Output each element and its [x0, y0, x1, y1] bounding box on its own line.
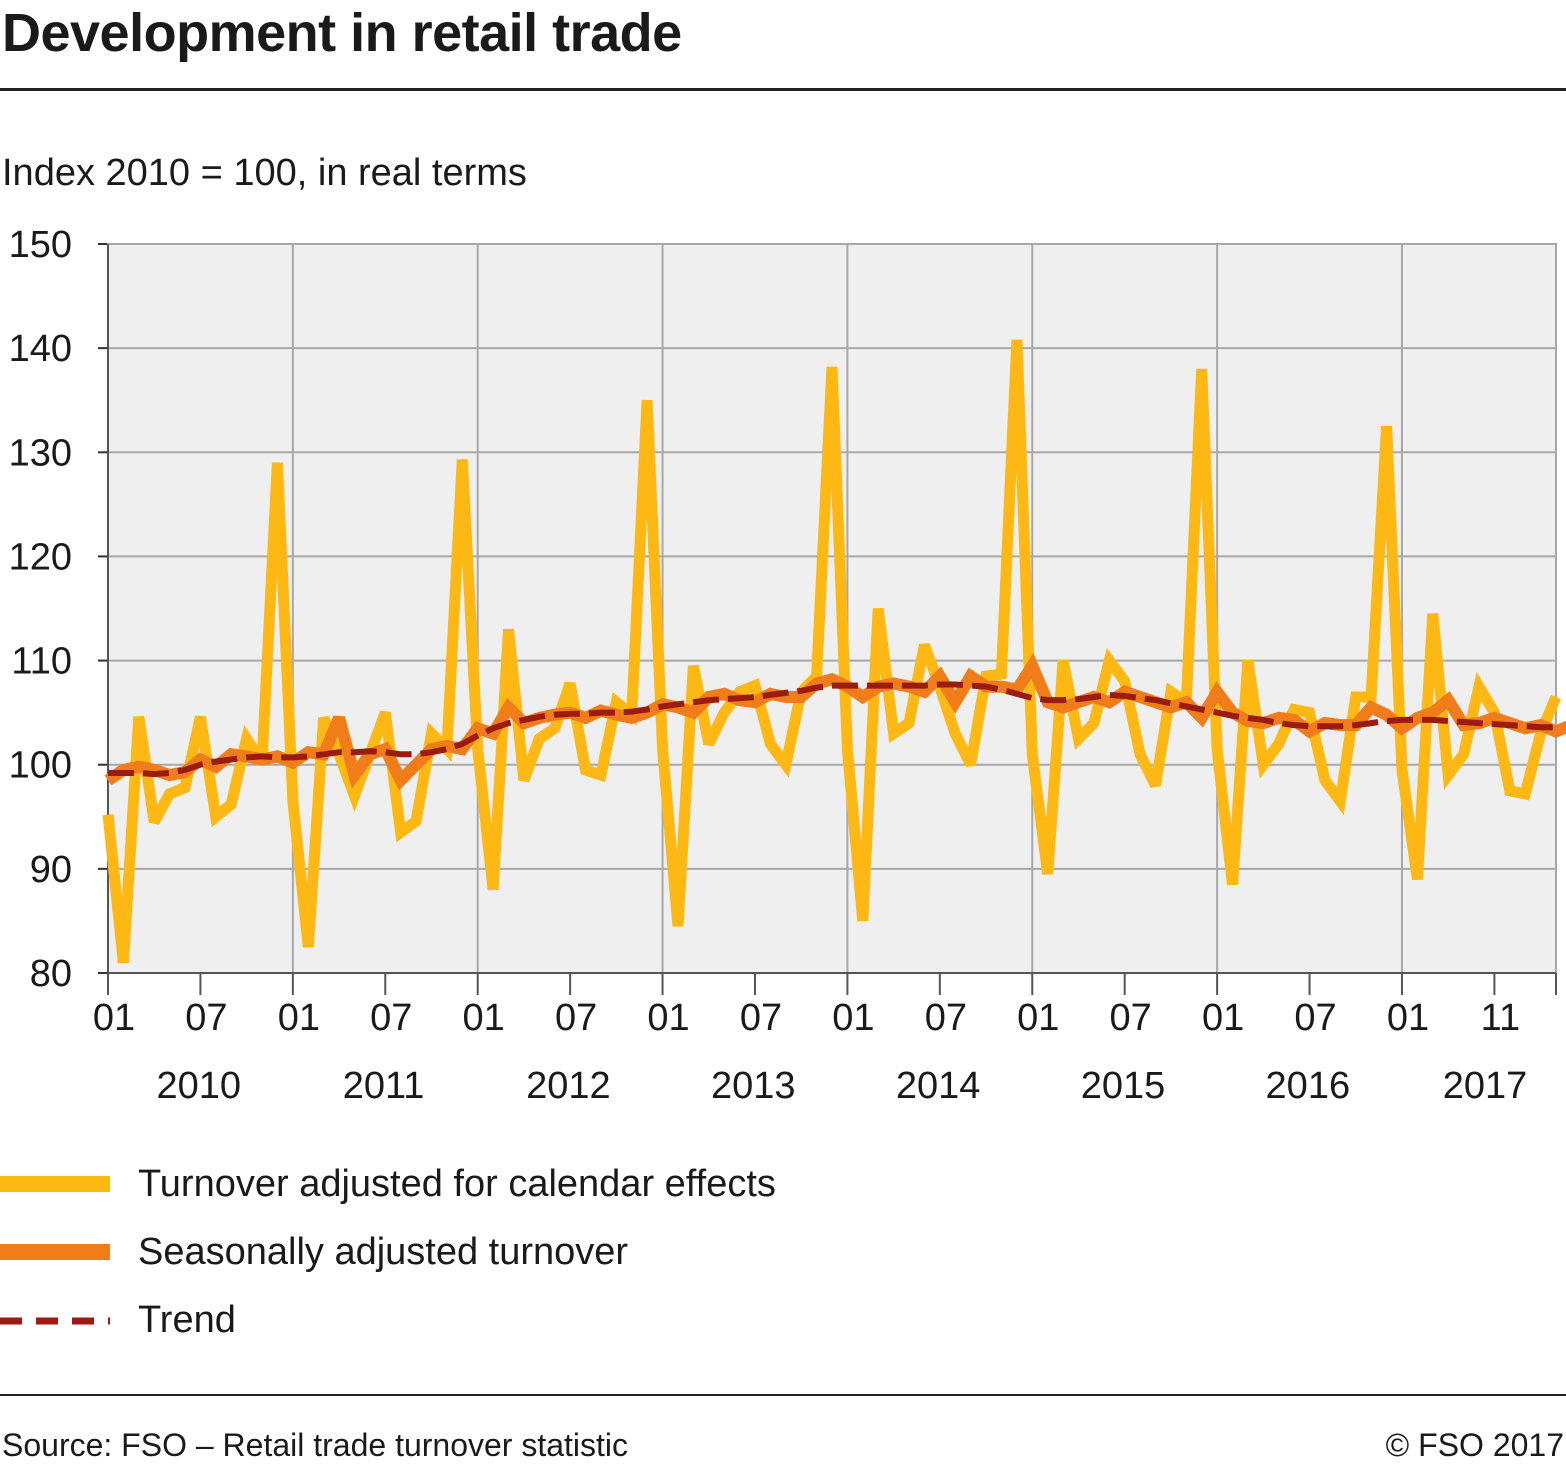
- chart-subtitle: Index 2010 = 100, in real terms: [2, 152, 527, 194]
- x-tick-label: 07: [185, 997, 227, 1039]
- year-label: 2015: [1081, 1065, 1166, 1107]
- year-label: 2011: [343, 1065, 425, 1107]
- legend-swatch-calendar: [0, 1176, 110, 1192]
- x-tick-label: 07: [1110, 997, 1152, 1039]
- y-tick-label: 110: [11, 641, 72, 683]
- y-tick-label: 120: [9, 536, 72, 578]
- legend-item-trend: Trend: [0, 1294, 1000, 1354]
- year-label: 2014: [896, 1065, 981, 1107]
- x-tick-label: 01: [93, 997, 135, 1039]
- legend-label-seasonal: Seasonally adjusted turnover: [138, 1231, 629, 1273]
- x-tick-label: 01: [1202, 997, 1244, 1039]
- x-tick-label: 07: [925, 997, 967, 1039]
- x-tick-label: 11: [1481, 997, 1520, 1039]
- copyright: © FSO 2017: [1385, 1427, 1564, 1463]
- x-tick-label: 07: [1294, 997, 1336, 1039]
- title-divider: [0, 88, 1566, 91]
- x-tick-label: 01: [832, 997, 874, 1039]
- year-label: 2017: [1443, 1065, 1528, 1107]
- legend-label-trend: Trend: [138, 1299, 236, 1341]
- year-label: 2013: [711, 1065, 796, 1107]
- x-tick-label: 01: [463, 997, 505, 1039]
- year-label: 2016: [1266, 1065, 1351, 1107]
- x-tick-label: 01: [1387, 997, 1429, 1039]
- x-tick-label: 07: [555, 997, 597, 1039]
- year-label: 2010: [156, 1065, 241, 1107]
- x-tick-label: 01: [1017, 997, 1059, 1039]
- y-tick-label: 90: [30, 849, 72, 891]
- y-tick-label: 130: [9, 432, 72, 474]
- legend-label-calendar: Turnover adjusted for calendar effects: [138, 1163, 776, 1205]
- plot-area: [108, 244, 1556, 973]
- x-tick-label: 01: [278, 997, 320, 1039]
- x-tick-label: 07: [370, 997, 412, 1039]
- source-note: Source: FSO – Retail trade turnover stat…: [2, 1427, 629, 1463]
- y-tick-label: 100: [9, 745, 72, 787]
- legend-item-seasonal: Seasonally adjusted turnover: [0, 1226, 1000, 1286]
- chart-title: Development in retail trade: [2, 3, 682, 63]
- legend-swatch-trend: [0, 1317, 110, 1325]
- y-tick-label: 80: [30, 953, 72, 995]
- series-line-trend: [108, 681, 1556, 778]
- line-chart: 80 90 100 110 120 130 140 150 01 07 01 07 01 07 01 07 01…: [9, 224, 1566, 1107]
- x-tick-label: 07: [740, 997, 782, 1039]
- footer-divider: [0, 1394, 1566, 1396]
- legend-item-calendar: Turnover adjusted for calendar effects: [0, 1158, 1000, 1218]
- x-tick-label: 01: [647, 997, 689, 1039]
- year-label: 2012: [526, 1065, 611, 1107]
- y-tick-label: 140: [9, 328, 72, 370]
- y-tick-label: 150: [9, 224, 72, 266]
- legend-swatch-seasonal: [0, 1244, 110, 1260]
